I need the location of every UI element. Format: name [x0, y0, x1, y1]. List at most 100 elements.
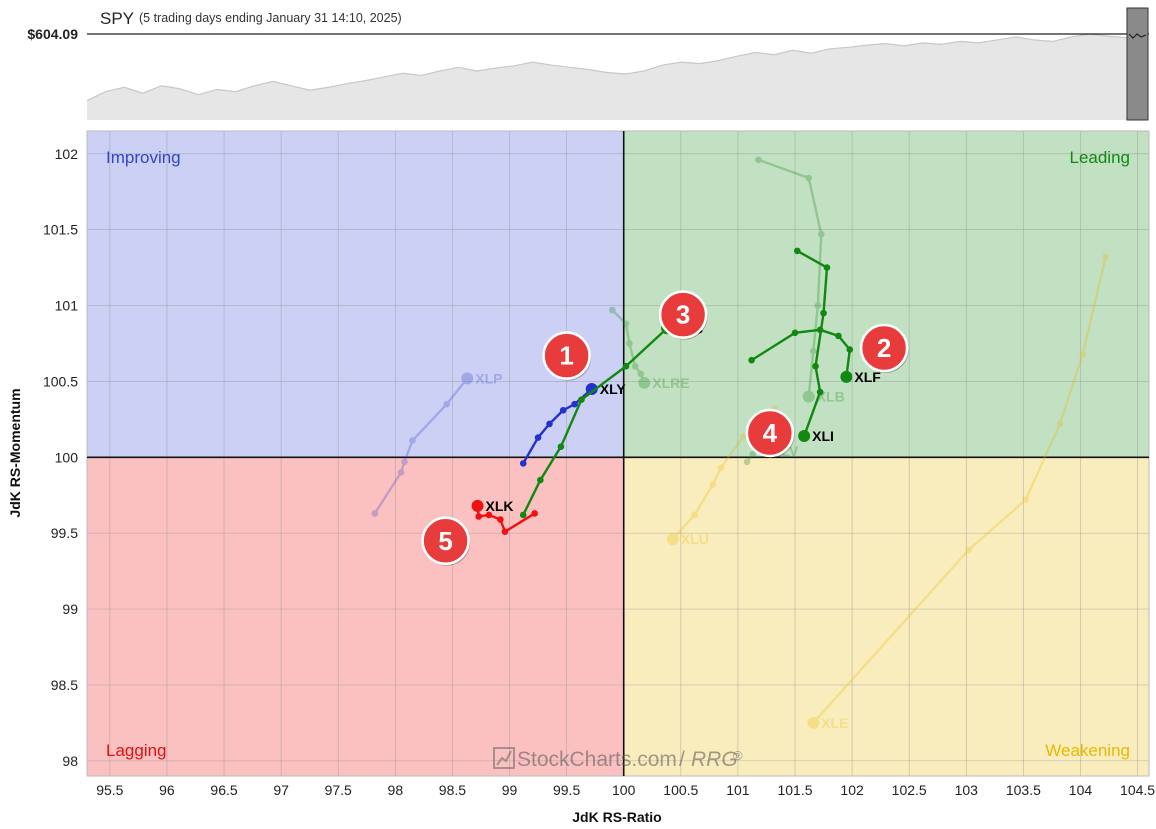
rrg-tails: XLPXLREXLBXLVXLUXLEXLYXLFXLCXLIXLK — [371, 156, 1109, 731]
tail-point — [631, 362, 639, 370]
badge-number: 1 — [559, 341, 573, 371]
tail-line — [522, 327, 669, 517]
tail-xlre[interactable]: XLRE — [608, 306, 690, 391]
quadrant-label-improving: Improving — [106, 148, 181, 167]
tail-head-point[interactable] — [840, 370, 853, 383]
benchmark-price: $604.09 — [27, 26, 78, 42]
tail-window-marker[interactable] — [1126, 7, 1149, 121]
tail-xlf[interactable]: XLF — [748, 326, 881, 385]
tail-point — [622, 320, 630, 328]
y-tick-label: 101 — [55, 298, 79, 314]
tail-point — [475, 513, 482, 520]
tail-point — [740, 432, 747, 440]
x-tick-label: 103 — [955, 782, 979, 798]
symbol-label: XLI — [812, 428, 834, 444]
x-tick-label: 103.5 — [1006, 782, 1041, 798]
y-tick-label: 98 — [62, 753, 78, 769]
benchmark-sparkline — [86, 33, 1128, 102]
tail-head-point[interactable] — [802, 390, 815, 403]
tail-head-point[interactable] — [666, 533, 679, 546]
tail-point — [519, 511, 527, 519]
y-tick-label: 99 — [62, 601, 78, 617]
tail-point — [534, 434, 542, 441]
y-tick-label: 100.5 — [43, 373, 78, 389]
symbol-label: XLB — [817, 389, 845, 405]
tail-head-point[interactable] — [471, 499, 484, 512]
tail-point — [846, 346, 854, 353]
watermark-separator: / — [679, 748, 685, 771]
symbol-label: XLP — [475, 370, 502, 386]
x-tick-label: 102.5 — [892, 782, 927, 798]
tail-xli[interactable]: XLI — [793, 247, 834, 444]
tail-head-point[interactable] — [638, 376, 651, 389]
benchmark-symbol: SPY — [100, 9, 134, 28]
tail-xly[interactable]: XLY — [519, 381, 626, 467]
badge-number: 4 — [763, 418, 778, 448]
tail-point — [497, 516, 504, 523]
tail-point — [578, 396, 585, 403]
badge-circle — [859, 323, 909, 373]
benchmark-subtitle: (5 trading days ending January 31 14:10,… — [139, 11, 402, 25]
y-tick-label: 101.5 — [43, 222, 78, 238]
y-tick-label: 98.5 — [51, 677, 78, 693]
badge-circle — [745, 408, 795, 458]
tail-point — [622, 362, 630, 370]
symbol-label: XLK — [486, 498, 514, 514]
x-tick-label: 104 — [1069, 782, 1093, 798]
tail-point — [401, 458, 408, 466]
badge-number: 5 — [438, 526, 452, 556]
tail-point — [820, 309, 827, 317]
tail-xlb[interactable]: XLB — [755, 156, 845, 405]
tail-point — [814, 302, 822, 309]
badge-circle — [542, 331, 591, 380]
x-tick-label: 99 — [502, 782, 518, 798]
tail-point — [1102, 253, 1109, 261]
tail-head-point[interactable] — [807, 716, 820, 729]
tail-head-point[interactable] — [798, 430, 811, 443]
tail-point — [546, 420, 553, 428]
tail-point — [537, 476, 544, 484]
quadrant-label-weakening: Weakening — [1045, 741, 1130, 760]
tail-point — [717, 464, 725, 472]
tail-line — [750, 328, 852, 379]
quadrant-weakening — [623, 457, 1149, 776]
x-axis-title: JdK RS-Ratio — [572, 809, 661, 825]
y-tick-label: 99.5 — [51, 525, 78, 541]
tail-point — [805, 174, 813, 182]
tail-point — [501, 528, 509, 535]
tail-point — [835, 332, 842, 340]
y-axis-ticks: 98 98.5 99 99.5 100 100.5 101 101.5 102 — [43, 146, 78, 769]
tail-point — [397, 469, 405, 476]
tail-point — [743, 458, 751, 466]
tail-point — [1022, 496, 1029, 504]
tail-point — [817, 230, 825, 238]
benchmark-panel: SPY (5 trading days ending January 31 14… — [27, 7, 1149, 121]
tail-xlk[interactable]: XLK — [471, 498, 538, 535]
x-tick-label: 97.5 — [325, 782, 352, 798]
watermark-reg-mark: ® — [733, 748, 743, 763]
tail-point — [965, 546, 972, 554]
quadrant-label-leading: Leading — [1069, 148, 1130, 167]
y-tick-label: 100 — [55, 449, 79, 465]
tail-point — [791, 329, 799, 337]
tail-xlp[interactable]: XLP — [371, 370, 502, 517]
tail-xle[interactable]: XLE — [807, 253, 1109, 731]
badge-circle — [421, 516, 470, 566]
y-tick-label: 102 — [55, 146, 79, 162]
y-axis-title: JdK RS-Momentum — [7, 388, 23, 517]
annotation-badge: 1 — [542, 331, 592, 381]
watermark-product: RRG — [691, 748, 738, 771]
stockcharts-logo-icon — [493, 747, 515, 769]
annotation-badge: 3 — [658, 290, 708, 340]
tail-head-point[interactable] — [461, 372, 474, 385]
tail-head-point[interactable] — [585, 383, 598, 395]
tail-point — [626, 340, 633, 347]
tail-point — [519, 460, 527, 467]
tail-point — [371, 510, 379, 517]
tail-window-sparkline — [1128, 33, 1147, 39]
benchmark-sparkline-area — [87, 34, 1127, 120]
x-tick-label: 102 — [840, 782, 864, 798]
tail-line — [373, 377, 469, 515]
annotation-badge: 2 — [859, 323, 909, 374]
